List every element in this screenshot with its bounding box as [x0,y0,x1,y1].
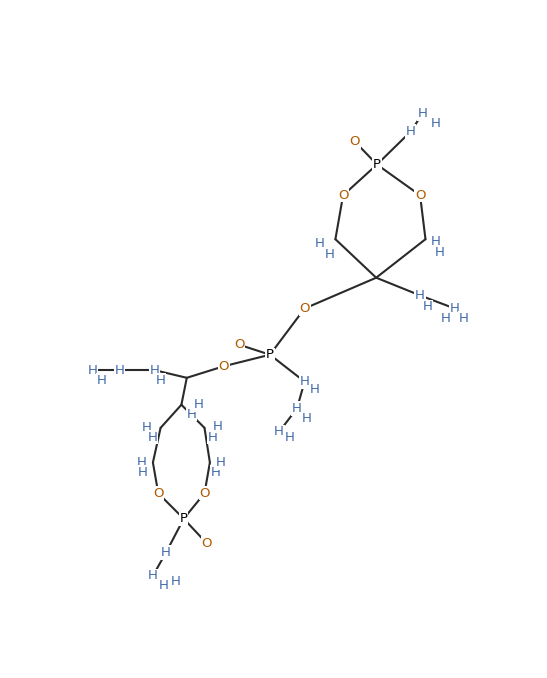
Text: H: H [302,412,312,425]
Text: P: P [180,512,188,525]
Text: H: H [136,456,146,469]
Text: H: H [159,579,168,592]
Text: H: H [213,420,223,433]
Text: H: H [423,300,433,313]
Text: P: P [373,158,381,171]
Text: O: O [338,188,348,202]
Text: O: O [199,487,210,500]
Text: H: H [430,235,440,248]
Text: H: H [187,407,196,420]
Text: H: H [310,383,319,396]
Text: H: H [171,576,181,589]
Text: O: O [415,188,426,202]
Text: H: H [211,466,221,479]
Text: H: H [274,425,284,438]
Text: H: H [284,431,294,443]
Text: H: H [148,570,158,582]
Text: O: O [201,537,212,550]
Text: H: H [88,363,98,376]
Text: H: H [315,237,325,250]
Text: O: O [153,487,164,500]
Text: P: P [266,348,274,361]
Text: H: H [156,374,166,386]
Text: H: H [417,107,427,120]
Text: H: H [142,421,152,435]
Text: H: H [149,363,159,376]
Text: H: H [97,374,107,386]
Text: H: H [406,125,416,138]
Text: H: H [207,431,217,443]
Text: H: H [440,312,450,325]
Text: O: O [299,302,310,315]
Text: H: H [459,312,469,325]
Text: H: H [161,546,171,559]
Text: H: H [430,117,440,130]
Text: H: H [450,302,459,315]
Text: H: H [216,456,225,469]
Text: H: H [300,375,310,388]
Text: H: H [434,246,444,259]
Text: H: H [148,431,158,443]
Text: O: O [234,338,245,351]
Text: H: H [115,363,125,376]
Text: H: H [194,398,204,412]
Text: H: H [325,248,335,261]
Text: O: O [218,360,229,373]
Text: H: H [292,402,302,415]
Text: H: H [415,289,425,302]
Text: H: H [138,466,148,479]
Text: O: O [350,135,360,148]
